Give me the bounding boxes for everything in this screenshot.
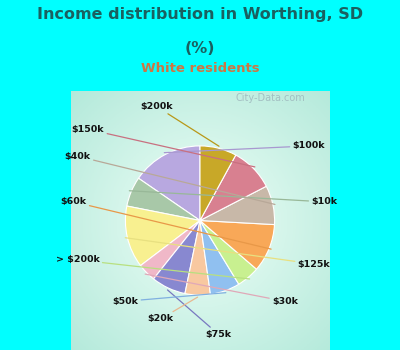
Text: $40k: $40k <box>65 152 275 204</box>
Text: Income distribution in Worthing, SD: Income distribution in Worthing, SD <box>37 7 363 22</box>
Wedge shape <box>200 155 266 220</box>
Text: $50k: $50k <box>112 293 226 306</box>
Text: $150k: $150k <box>72 125 255 167</box>
Wedge shape <box>200 146 236 220</box>
Wedge shape <box>185 220 210 295</box>
Wedge shape <box>200 220 256 284</box>
Text: $60k: $60k <box>60 197 271 249</box>
Text: City-Data.com: City-Data.com <box>236 93 305 103</box>
Wedge shape <box>200 186 274 225</box>
Wedge shape <box>200 220 239 294</box>
Text: $200k: $200k <box>140 102 219 146</box>
Wedge shape <box>127 178 200 220</box>
Text: > $200k: > $200k <box>56 256 250 279</box>
Text: (%): (%) <box>185 41 215 56</box>
Wedge shape <box>154 220 200 294</box>
Text: $30k: $30k <box>145 274 298 306</box>
Text: $75k: $75k <box>168 290 232 339</box>
Wedge shape <box>200 220 274 269</box>
Text: $20k: $20k <box>148 297 198 323</box>
Text: $10k: $10k <box>129 191 337 206</box>
Wedge shape <box>126 206 200 266</box>
Wedge shape <box>138 146 200 220</box>
Text: $100k: $100k <box>164 141 325 153</box>
Text: White residents: White residents <box>141 62 259 75</box>
Text: $125k: $125k <box>125 238 330 268</box>
Wedge shape <box>140 220 200 279</box>
